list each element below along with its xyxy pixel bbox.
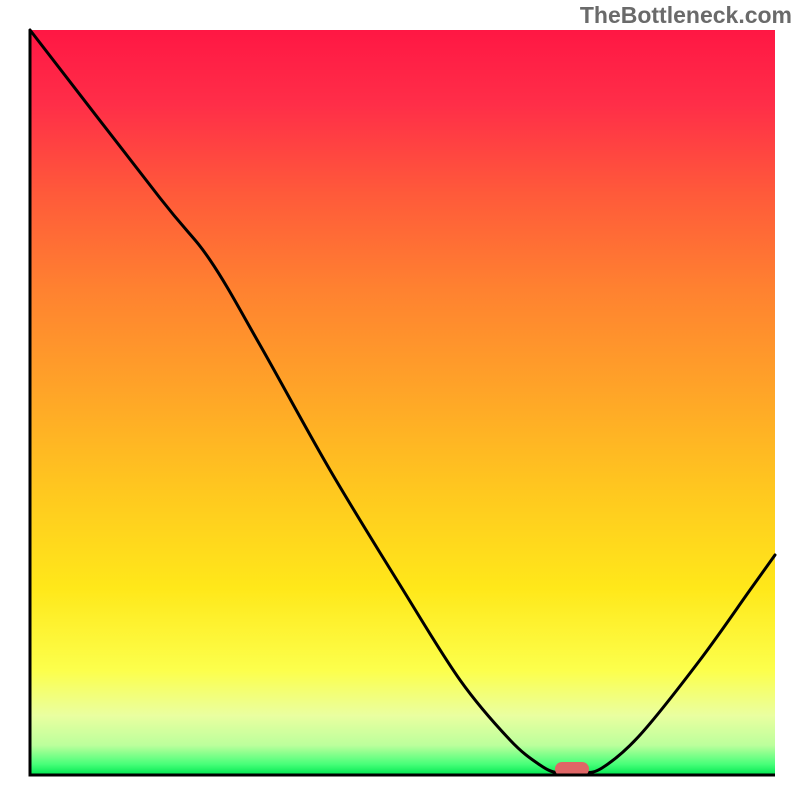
bottleneck-chart <box>0 0 800 800</box>
watermark-text: TheBottleneck.com <box>580 2 792 29</box>
chart-container: TheBottleneck.com <box>0 0 800 800</box>
chart-background <box>30 30 775 775</box>
